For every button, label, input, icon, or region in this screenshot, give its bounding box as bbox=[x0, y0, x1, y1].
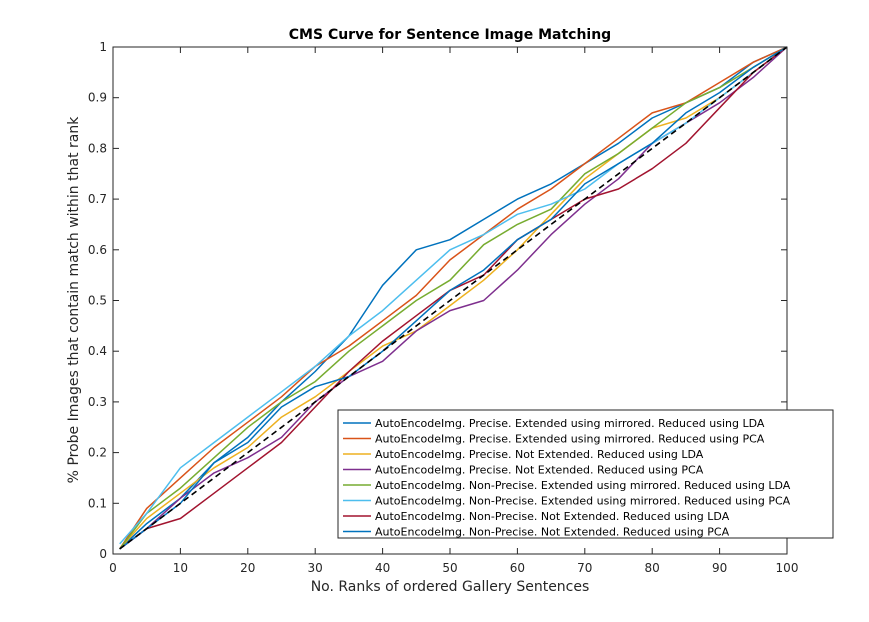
y-tick-label: 0.2 bbox=[88, 446, 107, 460]
y-tick-label: 0.9 bbox=[88, 91, 107, 105]
series-line-6 bbox=[119, 46, 788, 545]
y-tick-label: 0.5 bbox=[88, 294, 107, 308]
x-tick-label: 40 bbox=[375, 561, 390, 575]
x-tick-label: 10 bbox=[173, 561, 188, 575]
legend-box bbox=[337, 409, 834, 539]
x-tick-label: 70 bbox=[577, 561, 592, 575]
legend-entry: AutoEncodeImg. Non-Precise. Extended usi… bbox=[375, 495, 791, 508]
reference-diagonal-line bbox=[119, 46, 788, 550]
y-tick-label: 0.1 bbox=[88, 496, 107, 510]
y-tick-label: 0.8 bbox=[88, 141, 107, 155]
y-ticks: 0 0.1 0.2 0.3 0.4 0.5 0.6 0.7 0.8 0.9 1 bbox=[88, 40, 787, 561]
legend: AutoEncodeImg. Precise. Extended using m… bbox=[337, 409, 834, 539]
legend-entry: AutoEncodeImg. Non-Precise. Not Extended… bbox=[375, 526, 730, 539]
series-layer bbox=[119, 46, 788, 550]
y-tick-label: 1 bbox=[99, 40, 107, 54]
series-line-2 bbox=[119, 46, 788, 550]
x-tick-label: 20 bbox=[240, 561, 255, 575]
series-line-5 bbox=[119, 46, 788, 550]
x-axis-label: No. Ranks of ordered Gallery Sentences bbox=[311, 579, 590, 595]
x-tick-label: 80 bbox=[645, 561, 660, 575]
series-line-8 bbox=[119, 46, 788, 550]
y-tick-label: 0.7 bbox=[88, 192, 107, 206]
chart-title: CMS Curve for Sentence Image Matching bbox=[289, 27, 611, 43]
y-tick-label: 0.4 bbox=[88, 344, 107, 358]
y-axis-label: % Probe Images that contain match within… bbox=[66, 116, 82, 484]
x-tick-label: 90 bbox=[712, 561, 727, 575]
series-line-1 bbox=[119, 46, 788, 550]
x-ticks: 0 10 20 30 40 50 60 70 80 90 100 bbox=[109, 47, 798, 575]
x-tick-label: 30 bbox=[308, 561, 323, 575]
legend-entry: AutoEncodeImg. Precise. Not Extended. Re… bbox=[375, 464, 704, 477]
x-tick-label: 50 bbox=[442, 561, 457, 575]
y-tick-label: 0.3 bbox=[88, 395, 107, 409]
legend-entry: AutoEncodeImg. Non-Precise. Extended usi… bbox=[375, 479, 791, 492]
y-tick-label: 0.6 bbox=[88, 243, 107, 257]
legend-entry: AutoEncodeImg. Precise. Not Extended. Re… bbox=[375, 448, 704, 461]
x-tick-label: 60 bbox=[510, 561, 525, 575]
x-tick-label: 100 bbox=[776, 561, 799, 575]
y-tick-label: 0 bbox=[99, 547, 107, 561]
legend-entry: AutoEncodeImg. Non-Precise. Not Extended… bbox=[375, 510, 730, 523]
series-line-3 bbox=[119, 46, 788, 550]
x-tick-label: 0 bbox=[109, 561, 117, 575]
legend-entry: AutoEncodeImg. Precise. Extended using m… bbox=[375, 417, 765, 430]
legend-entry: AutoEncodeImg. Precise. Extended using m… bbox=[375, 433, 765, 446]
